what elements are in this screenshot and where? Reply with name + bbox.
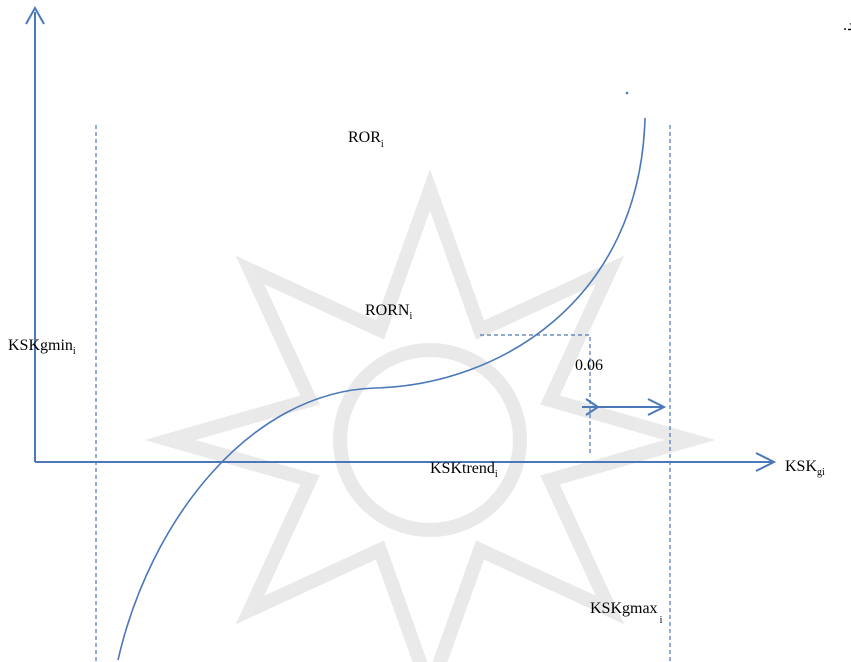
- label-main: ROR: [348, 129, 381, 146]
- dot: [625, 91, 629, 95]
- label-main: KSKtrend: [430, 460, 495, 477]
- x-arrow: [755, 452, 777, 472]
- y-arrow: [25, 5, 45, 25]
- label-main: 0.06: [575, 357, 603, 374]
- caption: ه ارزش آن را تعیین می شود.: [843, 14, 851, 34]
- label-sub: i: [73, 346, 76, 357]
- label-sub: i: [409, 311, 412, 322]
- label-sub: i: [381, 139, 384, 150]
- guide: [480, 334, 591, 455]
- label-sub: gi: [817, 467, 825, 478]
- label: RORNi: [365, 302, 412, 322]
- label-main: KSKgmin: [8, 337, 73, 354]
- label: KSKgi: [785, 458, 825, 478]
- label: 0.06: [575, 357, 603, 374]
- label: KSKgmini: [8, 337, 76, 357]
- label-main: KSK: [785, 458, 817, 475]
- curve: [117, 117, 646, 661]
- shift-arrowtail: [585, 398, 600, 416]
- label: KSKtrendi: [430, 460, 498, 480]
- label: KSKgmaxi: [590, 600, 663, 626]
- label-sub: i: [660, 615, 663, 626]
- label-main: KSKgmax: [590, 600, 658, 617]
- label-sub: i: [495, 469, 498, 480]
- label-main: RORN: [365, 302, 410, 319]
- label: RORi: [348, 129, 384, 150]
- watermark: [144, 169, 716, 662]
- shift-arrowhead: [647, 398, 667, 416]
